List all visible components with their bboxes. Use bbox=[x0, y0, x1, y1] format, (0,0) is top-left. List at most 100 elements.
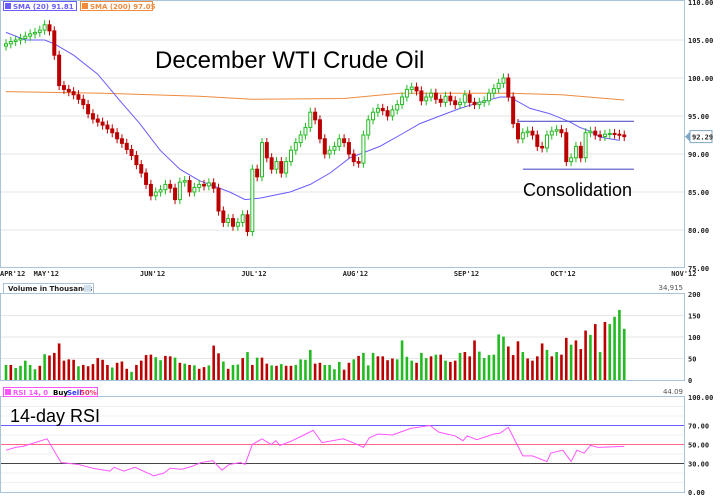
volume-bar bbox=[62, 360, 66, 380]
volume-bar bbox=[328, 364, 331, 380]
candle-body bbox=[124, 142, 129, 150]
volume-bar bbox=[193, 365, 196, 380]
volume-bar bbox=[110, 367, 114, 380]
rsi-annotation: 14-day RSI bbox=[10, 406, 100, 426]
candle-body bbox=[390, 109, 395, 117]
candle bbox=[23, 31, 28, 44]
volume-bar bbox=[173, 357, 177, 380]
candle bbox=[90, 109, 95, 124]
volume-bar bbox=[28, 364, 32, 380]
candle-body bbox=[477, 101, 482, 106]
candle bbox=[95, 114, 100, 127]
volume-bar bbox=[96, 358, 100, 380]
candle-body bbox=[139, 164, 144, 174]
candle-body bbox=[356, 161, 361, 164]
candle bbox=[511, 92, 516, 129]
volume-bar bbox=[386, 360, 389, 380]
month-label: OCT'12 bbox=[550, 270, 575, 278]
candle-body bbox=[28, 33, 33, 37]
candle-body bbox=[95, 118, 100, 123]
volume-bar bbox=[593, 324, 597, 380]
volume-bar bbox=[275, 365, 278, 380]
candle-body bbox=[264, 142, 269, 159]
candle bbox=[139, 160, 144, 178]
candle-body bbox=[18, 37, 23, 41]
volume-bar bbox=[270, 365, 273, 380]
candle bbox=[380, 103, 385, 116]
candle bbox=[18, 33, 23, 45]
legend-sma20: SMA (20) 91.81 bbox=[3, 1, 77, 11]
volume-bar bbox=[323, 364, 327, 380]
candle bbox=[163, 179, 168, 195]
candle bbox=[544, 130, 549, 153]
candle-body bbox=[458, 101, 463, 106]
candle-body bbox=[569, 157, 574, 163]
volume-bar bbox=[212, 345, 215, 380]
month-label: JUN'12 bbox=[140, 270, 165, 278]
volume-bar bbox=[569, 344, 573, 380]
candle bbox=[216, 183, 221, 216]
month-label: APR'12 bbox=[0, 270, 25, 278]
volume-bar bbox=[159, 360, 162, 380]
volume-bar bbox=[545, 349, 549, 380]
candle-body bbox=[168, 183, 173, 189]
volume-bar bbox=[482, 358, 486, 380]
volume-bar bbox=[260, 357, 264, 380]
volume-bar bbox=[91, 364, 95, 380]
candle-body bbox=[472, 101, 477, 106]
candle-body bbox=[197, 183, 202, 188]
candle-body bbox=[269, 157, 274, 170]
candle-body bbox=[443, 95, 448, 103]
candle-body bbox=[303, 126, 308, 136]
candle bbox=[32, 27, 37, 39]
candle-body bbox=[293, 142, 298, 151]
candle bbox=[134, 150, 139, 170]
candle-body bbox=[231, 218, 236, 227]
candle bbox=[37, 25, 42, 37]
volume-bar bbox=[284, 365, 288, 380]
candle-body bbox=[342, 138, 347, 144]
volume-bar bbox=[564, 337, 568, 380]
candle-body bbox=[317, 119, 322, 140]
rsi-axis-tick: 70.00 bbox=[688, 423, 709, 431]
candle-body bbox=[511, 96, 516, 125]
candle-body bbox=[583, 132, 588, 159]
legend-sma200-box bbox=[80, 1, 153, 11]
candle bbox=[583, 128, 588, 163]
candle bbox=[356, 157, 361, 168]
candle-body bbox=[371, 111, 376, 121]
candle bbox=[52, 26, 57, 60]
candle bbox=[71, 87, 76, 100]
candle bbox=[264, 138, 269, 163]
candle bbox=[554, 125, 559, 136]
candle bbox=[448, 91, 453, 106]
volume-bar bbox=[521, 352, 525, 380]
candle bbox=[535, 130, 540, 151]
candle-body bbox=[76, 94, 81, 100]
candle-body bbox=[400, 96, 405, 106]
volume-bar bbox=[106, 364, 109, 380]
volume-bar bbox=[294, 364, 298, 380]
volume-axis-tick: 50 bbox=[688, 356, 696, 364]
volume-bar bbox=[342, 369, 346, 380]
candle-body bbox=[612, 132, 617, 135]
candle-body bbox=[453, 100, 458, 106]
volume-bar bbox=[429, 356, 433, 380]
candle bbox=[327, 145, 332, 159]
candle-body bbox=[37, 29, 42, 33]
volume-bar bbox=[289, 365, 293, 380]
volume-bar bbox=[236, 364, 240, 380]
close-icon bbox=[5, 3, 11, 9]
volume-bar bbox=[420, 352, 423, 380]
candle-body bbox=[182, 180, 187, 183]
candle-body bbox=[351, 153, 356, 163]
volume-bar bbox=[410, 360, 414, 380]
rsi-axis-tick: 100.00 bbox=[688, 394, 713, 402]
candle bbox=[351, 149, 356, 167]
volume-bar bbox=[540, 343, 544, 380]
candle bbox=[298, 130, 303, 148]
sma20-line bbox=[5, 31, 620, 201]
candle-body bbox=[129, 148, 134, 157]
candle bbox=[506, 73, 511, 102]
candle bbox=[28, 29, 33, 41]
